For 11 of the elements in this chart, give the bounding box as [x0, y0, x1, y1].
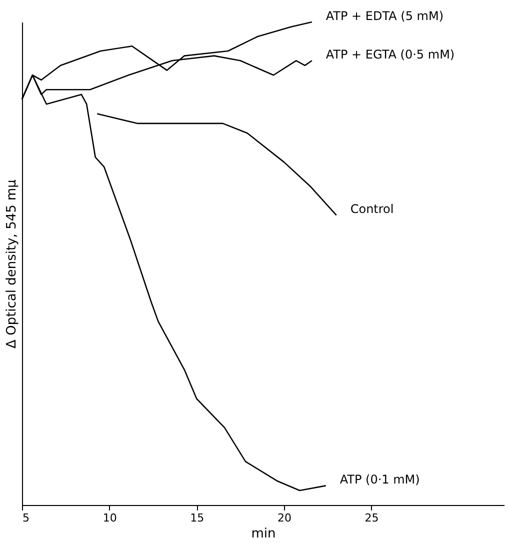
y-axis-title: Δ Optical density, 545 mμ [4, 180, 20, 348]
series-label: ATP + EGTA (0·5 mM) [326, 48, 455, 62]
x-tick-label: 20 [277, 512, 292, 524]
series-label: ATP (0·1 mM) [340, 472, 420, 487]
x-axis-title: min [251, 526, 276, 542]
x-tick-label: 10 [102, 512, 117, 524]
x-tick-label: 15 [190, 512, 204, 524]
series-label: Control [350, 202, 394, 216]
series-label: ATP + EDTA (5 mM) [326, 9, 444, 23]
x-tick-label: 25 [364, 512, 379, 524]
x-tick-label: 5 [22, 512, 30, 524]
